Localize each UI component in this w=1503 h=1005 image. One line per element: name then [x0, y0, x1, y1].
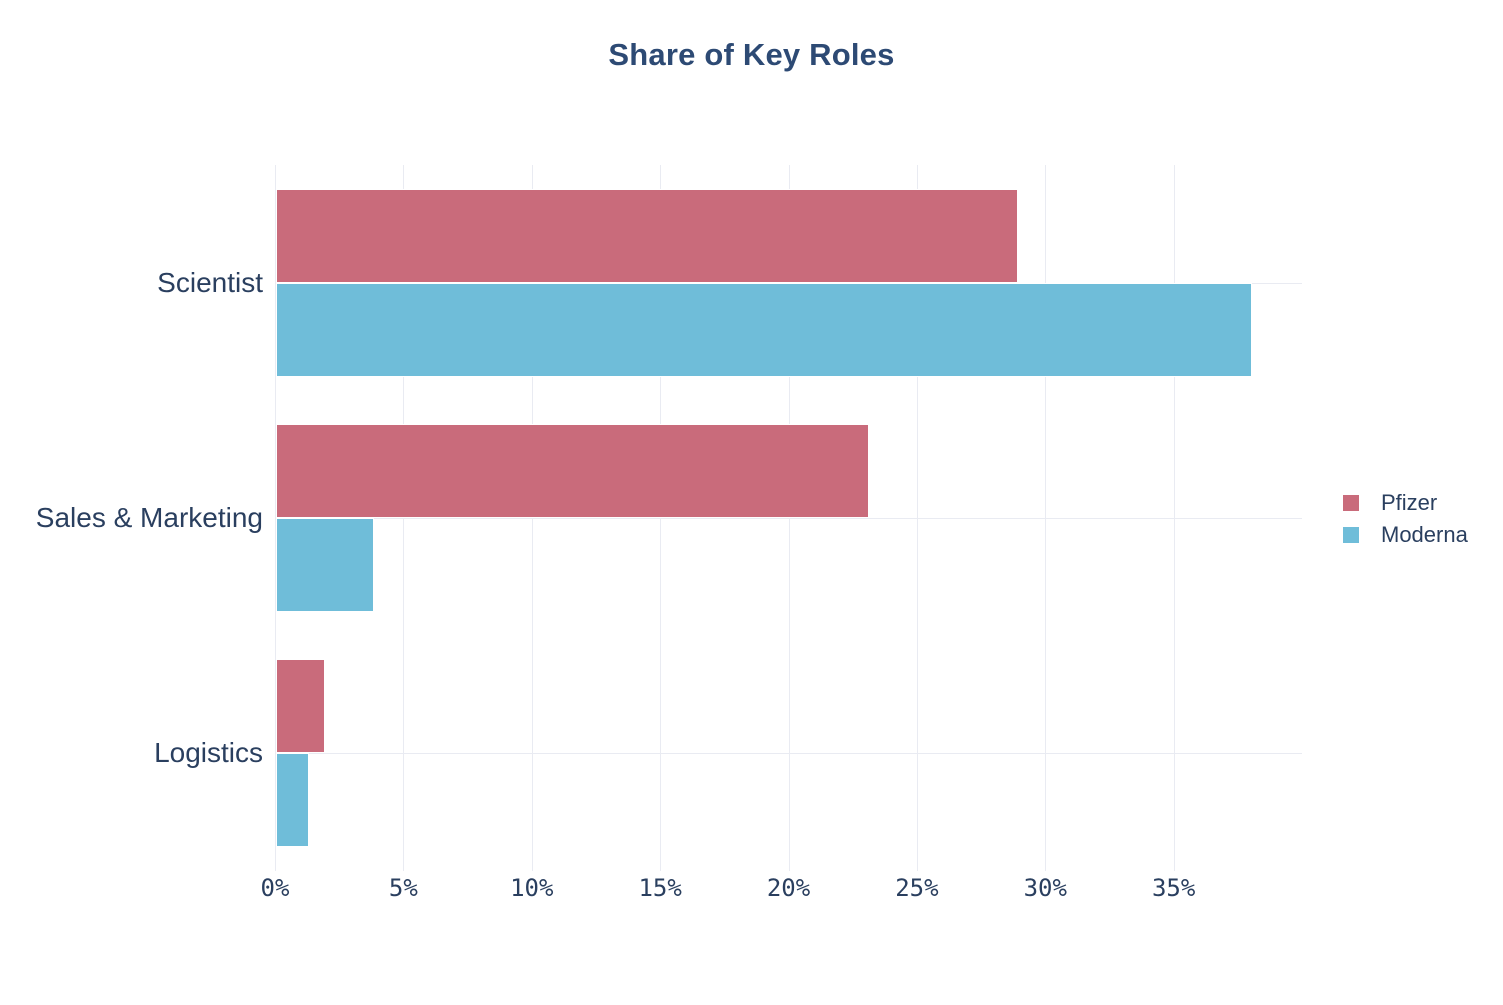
plot-area — [275, 165, 1302, 871]
x-tick-label-0: 0% — [260, 874, 290, 902]
legend-item-pfizer[interactable]: Pfizer — [1343, 487, 1468, 519]
legend-label-moderna: Moderna — [1381, 522, 1468, 547]
horizontal-gridline-logistics — [275, 753, 1302, 755]
x-tick-label-10: 10% — [510, 874, 554, 902]
category-label-sales-marketing: Sales & Marketing — [35, 502, 263, 533]
category-label-scientist: Scientist — [157, 266, 263, 298]
chart-title: Share of Key Roles — [608, 37, 895, 72]
bar-moderna-scientist[interactable] — [276, 282, 1252, 377]
horizontal-gridline-sales-marketing — [275, 518, 1302, 519]
legend-item-moderna[interactable]: Moderna — [1343, 519, 1468, 551]
x-tick-label-35: 35% — [1151, 874, 1196, 902]
bar-moderna-sales-marketing[interactable] — [276, 518, 374, 612]
category-label-logistics: Logistics — [154, 737, 263, 769]
x-tick-label-25: 25% — [895, 874, 939, 902]
legend-swatch-moderna — [1343, 527, 1359, 543]
legend-label-pfizer: Pfizer — [1381, 490, 1438, 515]
legend-swatch-pfizer — [1343, 495, 1359, 511]
x-tick-label-15: 15% — [638, 874, 682, 902]
legend: Pfizer Moderna — [1343, 487, 1468, 551]
bar-moderna-logistics[interactable] — [276, 753, 310, 848]
x-tick-label-20: 20% — [766, 874, 811, 902]
bar-pfizer-scientist[interactable] — [276, 188, 1018, 283]
bar-pfizer-sales-marketing[interactable] — [276, 424, 870, 518]
x-tick-label-30: 30% — [1023, 874, 1067, 902]
x-tick-label-5: 5% — [388, 874, 418, 902]
bar-pfizer-logistics[interactable] — [276, 659, 325, 754]
